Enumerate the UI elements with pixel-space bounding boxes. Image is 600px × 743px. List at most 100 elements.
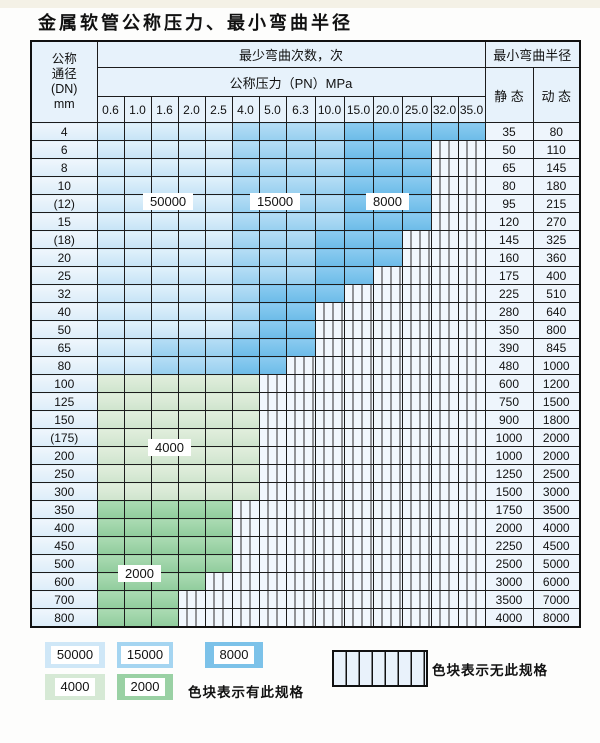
no-spec-cell bbox=[430, 158, 459, 177]
spec-cell-8000 bbox=[258, 284, 287, 303]
no-spec-cell bbox=[285, 428, 316, 447]
no-spec-cell bbox=[343, 572, 374, 591]
table-row: 20 160 360 bbox=[30, 248, 581, 267]
spec-cell-15000 bbox=[231, 230, 260, 249]
dn-cell: 350 bbox=[30, 500, 98, 519]
spec-cell-2000 bbox=[204, 500, 233, 519]
spec-cell-50000 bbox=[96, 320, 125, 339]
spec-cell-8000 bbox=[401, 140, 432, 159]
static-radius-cell: 390 bbox=[484, 338, 534, 357]
spec-cell-50000 bbox=[150, 122, 179, 141]
dn-cell: 32 bbox=[30, 284, 98, 303]
spec-cell-4000 bbox=[231, 410, 260, 429]
spec-cell-8000 bbox=[343, 266, 374, 285]
spec-cell-50000 bbox=[204, 140, 233, 159]
radius-header: 最小弯曲半径 bbox=[484, 40, 581, 68]
no-spec-cell bbox=[457, 374, 486, 393]
static-radius-cell: 2000 bbox=[484, 518, 534, 537]
spec-cell-15000 bbox=[285, 230, 316, 249]
spec-cell-4000 bbox=[204, 410, 233, 429]
pressure-header-15.0: 15.0 bbox=[343, 96, 374, 123]
no-spec-cell bbox=[231, 572, 260, 591]
no-spec-cell bbox=[457, 428, 486, 447]
spec-cell-4000 bbox=[231, 392, 260, 411]
no-spec-cell bbox=[258, 590, 287, 609]
no-spec-cell bbox=[457, 608, 486, 628]
spec-cell-4000 bbox=[231, 374, 260, 393]
dn-header-line3: (DN) bbox=[51, 82, 78, 96]
spec-cell-4000 bbox=[123, 392, 152, 411]
no-spec-cell bbox=[258, 428, 287, 447]
spec-cell-50000 bbox=[123, 266, 152, 285]
no-spec-cell bbox=[258, 446, 287, 465]
no-spec-cell bbox=[430, 302, 459, 321]
no-spec-cell bbox=[430, 212, 459, 231]
band-label-50000: 50000 bbox=[143, 193, 194, 210]
no-spec-cell bbox=[314, 392, 345, 411]
table-row: 65 390 845 bbox=[30, 338, 581, 357]
spec-cell-50000 bbox=[150, 248, 179, 267]
no-spec-cell bbox=[457, 464, 486, 483]
no-spec-cell bbox=[430, 410, 459, 429]
spec-cell-50000 bbox=[96, 338, 125, 357]
no-spec-cell bbox=[401, 446, 432, 465]
dn-cell: 300 bbox=[30, 482, 98, 501]
no-spec-cell bbox=[343, 428, 374, 447]
no-spec-cell bbox=[430, 428, 459, 447]
dn-cell: 200 bbox=[30, 446, 98, 465]
no-spec-cell bbox=[457, 266, 486, 285]
legend-value-2000: 2000 bbox=[124, 678, 166, 696]
no-spec-cell bbox=[204, 608, 233, 628]
table-row: 25 175 400 bbox=[30, 266, 581, 285]
spec-cell-15000 bbox=[285, 122, 316, 141]
spec-cell-15000 bbox=[231, 248, 260, 267]
no-spec-cell bbox=[177, 608, 206, 628]
no-spec-cell bbox=[430, 284, 459, 303]
no-spec-cell bbox=[457, 248, 486, 267]
spec-cell-8000 bbox=[285, 284, 316, 303]
spec-cell-50000 bbox=[177, 248, 206, 267]
pressure-header-0.6: 0.6 bbox=[96, 96, 125, 123]
pressure-header-5.0: 5.0 bbox=[258, 96, 287, 123]
pressure-header-2.0: 2.0 bbox=[177, 96, 206, 123]
spec-cell-8000 bbox=[430, 122, 459, 141]
dynamic-radius-cell: 2000 bbox=[532, 446, 581, 465]
table-row: 4 35 80 bbox=[30, 122, 581, 141]
spec-cell-15000 bbox=[258, 212, 287, 231]
dynamic-radius-cell: 270 bbox=[532, 212, 581, 231]
dynamic-radius-cell: 360 bbox=[532, 248, 581, 267]
dynamic-radius-cell: 8000 bbox=[532, 608, 581, 628]
no-spec-cell bbox=[457, 518, 486, 537]
no-spec-cell bbox=[401, 338, 432, 357]
no-spec-cell bbox=[258, 482, 287, 501]
spec-cell-2000 bbox=[177, 572, 206, 591]
spec-cell-15000 bbox=[314, 140, 345, 159]
no-spec-cell bbox=[285, 572, 316, 591]
spec-cell-8000 bbox=[343, 248, 374, 267]
spec-cell-4000 bbox=[204, 446, 233, 465]
pressure-header-20.0: 20.0 bbox=[372, 96, 403, 123]
spec-cell-4000 bbox=[177, 464, 206, 483]
table-row: 400 2000 4000 bbox=[30, 518, 581, 537]
no-spec-cell bbox=[314, 338, 345, 357]
no-spec-cell bbox=[285, 500, 316, 519]
no-spec-cell bbox=[401, 248, 432, 267]
spec-cell-50000 bbox=[123, 176, 152, 195]
spec-cell-50000 bbox=[96, 248, 125, 267]
spec-cell-4000 bbox=[204, 464, 233, 483]
spec-cell-15000 bbox=[150, 356, 179, 375]
no-spec-cell bbox=[457, 356, 486, 375]
no-spec-cell bbox=[314, 374, 345, 393]
spec-table: 公称 通径 (DN) mm 最少弯曲次数，次 最小弯曲半径 公称压力（PN）MP… bbox=[30, 40, 581, 628]
spec-cell-50000 bbox=[177, 302, 206, 321]
dynamic-radius-cell: 7000 bbox=[532, 590, 581, 609]
no-spec-cell bbox=[372, 518, 403, 537]
no-spec-cell bbox=[401, 320, 432, 339]
dynamic-radius-cell: 325 bbox=[532, 230, 581, 249]
spec-cell-15000 bbox=[285, 248, 316, 267]
table-row: 350 1750 3500 bbox=[30, 500, 581, 519]
spec-cell-4000 bbox=[123, 446, 152, 465]
no-spec-cell bbox=[430, 536, 459, 555]
spec-cell-2000 bbox=[96, 536, 125, 555]
spec-cell-4000 bbox=[150, 482, 179, 501]
